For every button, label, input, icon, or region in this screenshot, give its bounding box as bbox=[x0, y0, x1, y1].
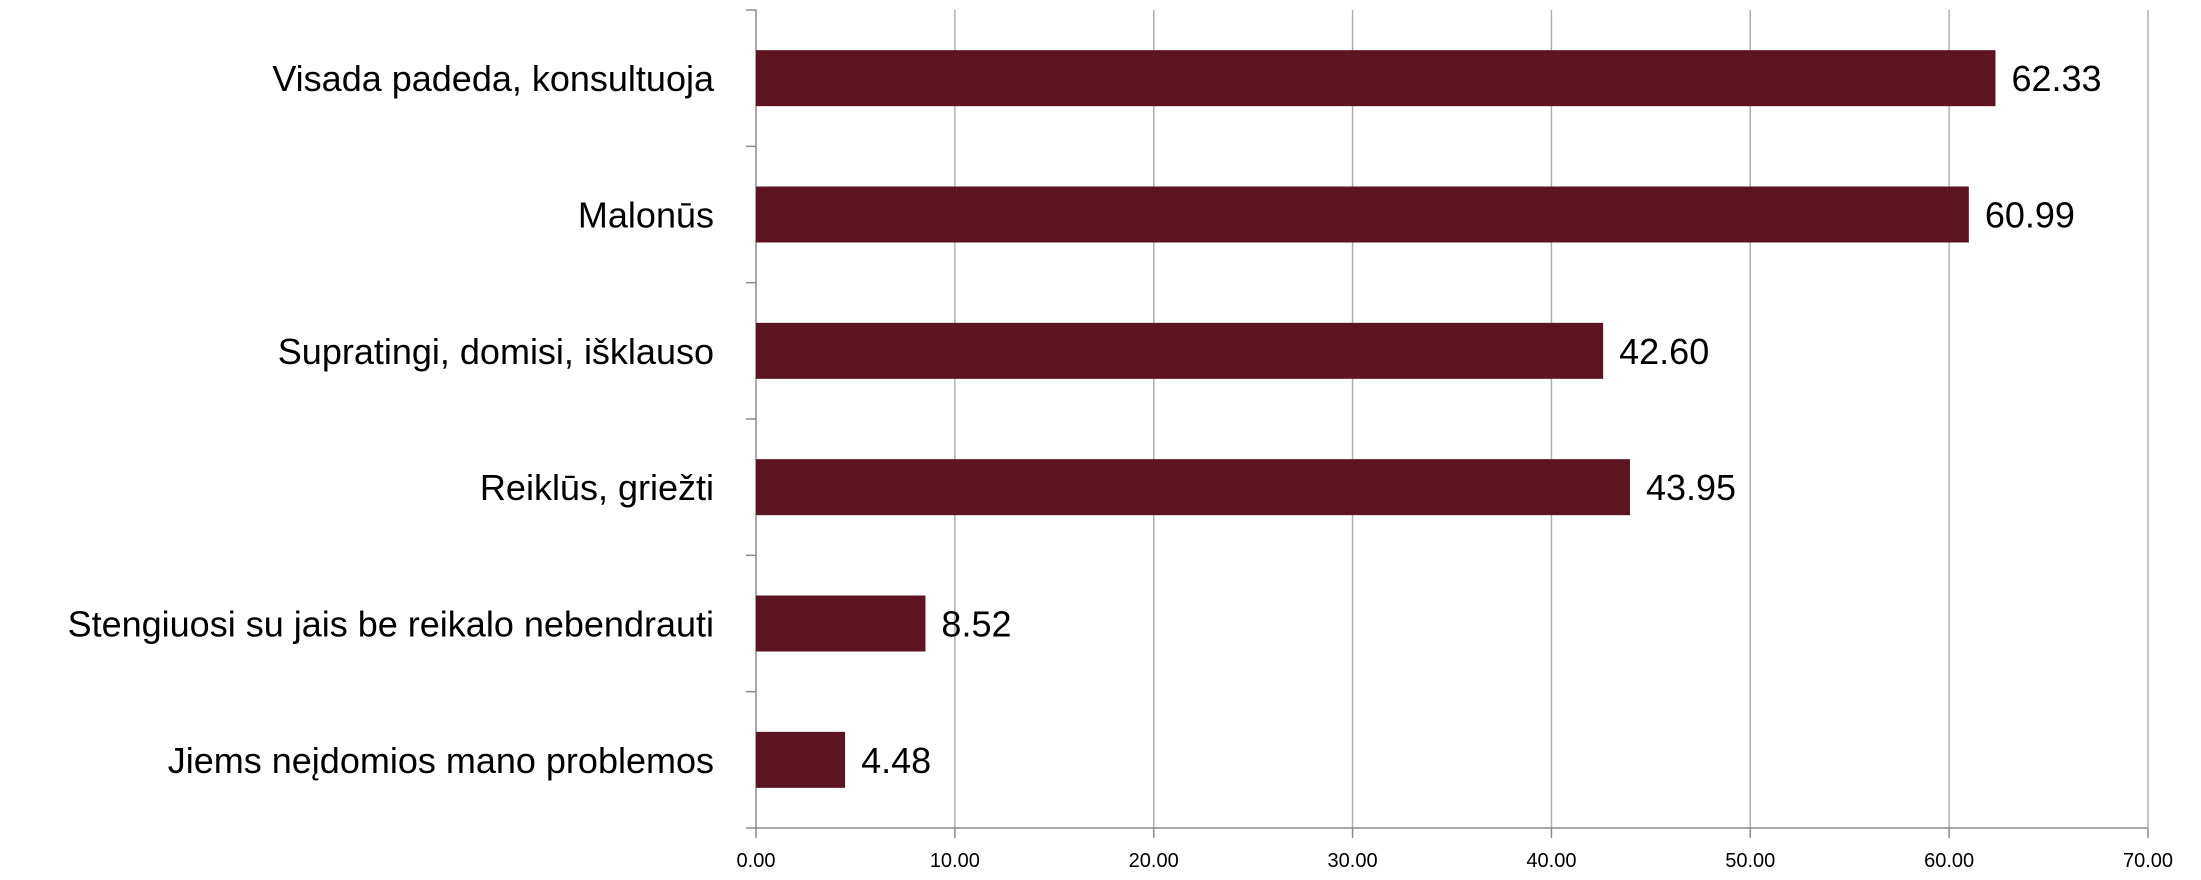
labels: 0.00 10.00 20.00 30.00 40.00 50.00 60.00 70.00 6… bbox=[68, 58, 2173, 872]
x-tick-label: 20.00 bbox=[1129, 850, 1179, 872]
category-label: Jiems neįdomios mano problemos bbox=[168, 740, 714, 781]
x-tick-label: 70.00 bbox=[2123, 850, 2173, 872]
data-label: 43.95 bbox=[1646, 467, 1736, 508]
x-tick-label: 40.00 bbox=[1526, 850, 1576, 872]
category-label: Supratingi, domisi, išklauso bbox=[278, 331, 714, 372]
data-label: 4.48 bbox=[861, 740, 931, 781]
x-tick-label: 60.00 bbox=[1924, 850, 1974, 872]
category-label: Visada padeda, konsultuoja bbox=[272, 58, 715, 99]
bar bbox=[756, 50, 1996, 107]
data-label: 8.52 bbox=[941, 604, 1011, 645]
bar bbox=[756, 186, 1969, 243]
x-tick-label: 50.00 bbox=[1725, 850, 1775, 872]
axes bbox=[746, 9, 2149, 838]
x-tick-label: 30.00 bbox=[1328, 850, 1378, 872]
data-label: 60.99 bbox=[1985, 195, 2075, 236]
data-label: 62.33 bbox=[2011, 58, 2101, 99]
bars bbox=[756, 50, 1996, 788]
gridlines bbox=[954, 10, 2149, 828]
category-label: Reiklūs, griežti bbox=[480, 467, 714, 508]
bar bbox=[756, 459, 1630, 516]
category-label: Stengiuosi su jais be reikalo nebendraut… bbox=[68, 604, 714, 645]
bar bbox=[756, 595, 926, 652]
bar bbox=[756, 731, 846, 788]
category-label: Malonūs bbox=[578, 195, 714, 236]
bar bbox=[756, 322, 1604, 379]
x-tick-label: 0.00 bbox=[737, 850, 776, 872]
x-tick-label: 10.00 bbox=[930, 850, 980, 872]
data-label: 42.60 bbox=[1619, 331, 1709, 372]
